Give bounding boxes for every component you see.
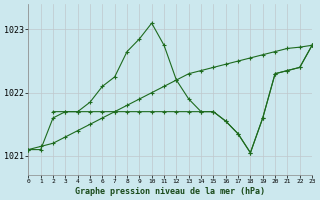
X-axis label: Graphe pression niveau de la mer (hPa): Graphe pression niveau de la mer (hPa) — [75, 187, 265, 196]
